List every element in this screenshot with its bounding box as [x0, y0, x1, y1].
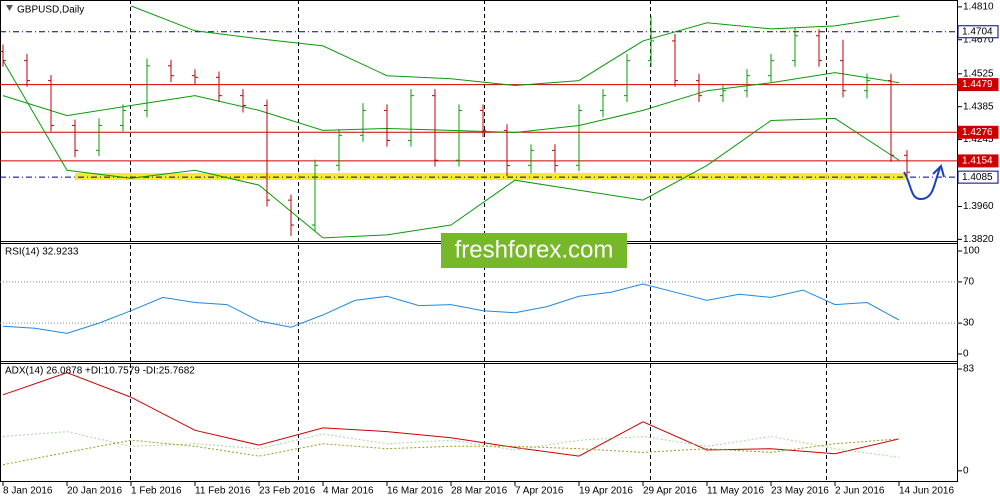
level-label: 1.4154: [962, 156, 993, 167]
level-label-box: [957, 78, 999, 92]
level-label-box: [957, 154, 999, 168]
line: [2, 438, 900, 466]
y-tick-label: 1.3960: [963, 201, 994, 212]
y-tick-label: 0: [963, 349, 969, 360]
x-tick-label: 23 May 2016: [771, 486, 829, 497]
symbol-icon: [6, 5, 13, 11]
line: [2, 372, 900, 457]
x-tick-label: 2 Jun 2016: [835, 486, 885, 497]
line: [2, 283, 900, 334]
month-lines: [130, 0, 827, 482]
x-tick-label: 4 Mar 2016: [323, 486, 374, 497]
level-label: 1.4085: [962, 172, 993, 183]
level-label-box: [957, 170, 999, 184]
adx-title: ADX(14) 26.0878 +DI:10.7579 -DI:25.7682: [5, 366, 195, 377]
level-label: 1.4276: [962, 127, 993, 138]
y-tick-label: 70: [963, 277, 975, 288]
rsi-title: RSI(14) 32.9233: [5, 247, 79, 258]
x-tick-label: 11 Feb 2016: [195, 486, 251, 497]
x-tick-label: 7 Apr 2016: [515, 486, 564, 497]
level-label-box: [957, 25, 999, 39]
x-tick-label: 19 Apr 2016: [579, 486, 633, 497]
line: [2, 431, 900, 458]
y-tick-label: 0: [963, 465, 969, 476]
x-tick-label: 1 Feb 2016: [131, 486, 182, 497]
x-tick-label: 11 May 2016: [707, 486, 765, 497]
band-upper: [130, 5, 900, 87]
x-tick-label: 29 Apr 2016: [643, 486, 697, 497]
x-tick-label: 16 Mar 2016: [387, 486, 444, 497]
y-tick-label: 1.4670: [963, 34, 994, 45]
watermark-box: [441, 233, 627, 268]
watermark: freshforex.com: [455, 236, 614, 263]
x-tick-label: 8 Jan 2016: [3, 486, 53, 497]
y-tick-label: 30: [963, 318, 975, 329]
x-tick-label: 23 Feb 2016: [259, 486, 316, 497]
y-tick-label: 100: [963, 246, 980, 257]
y-tick-label: 1.4525: [963, 68, 994, 79]
level-label: 1.4479: [962, 79, 993, 90]
x-tick-label: 14 Jun 2016: [899, 486, 954, 497]
band-middle: [2, 72, 900, 134]
x-tick-label: 28 Mar 2016: [451, 486, 508, 497]
y-tick-label: 1.4385: [963, 101, 994, 112]
band-lower: [2, 60, 900, 239]
level-label: 1.4704: [962, 26, 993, 37]
chart-title: GBPUSD,Daily: [17, 5, 84, 16]
y-tick-label: 1.4245: [963, 134, 994, 145]
support-zone: [75, 173, 905, 180]
hand-arrow-head: [932, 164, 945, 178]
level-label-box: [957, 125, 999, 139]
x-tick-label: 20 Jan 2016: [67, 486, 122, 497]
hand-arrow: [903, 167, 941, 200]
y-tick-label: 1.4810: [963, 2, 994, 13]
y-tick-label: 83: [963, 364, 975, 375]
y-tick-label: 1.3820: [963, 234, 994, 245]
